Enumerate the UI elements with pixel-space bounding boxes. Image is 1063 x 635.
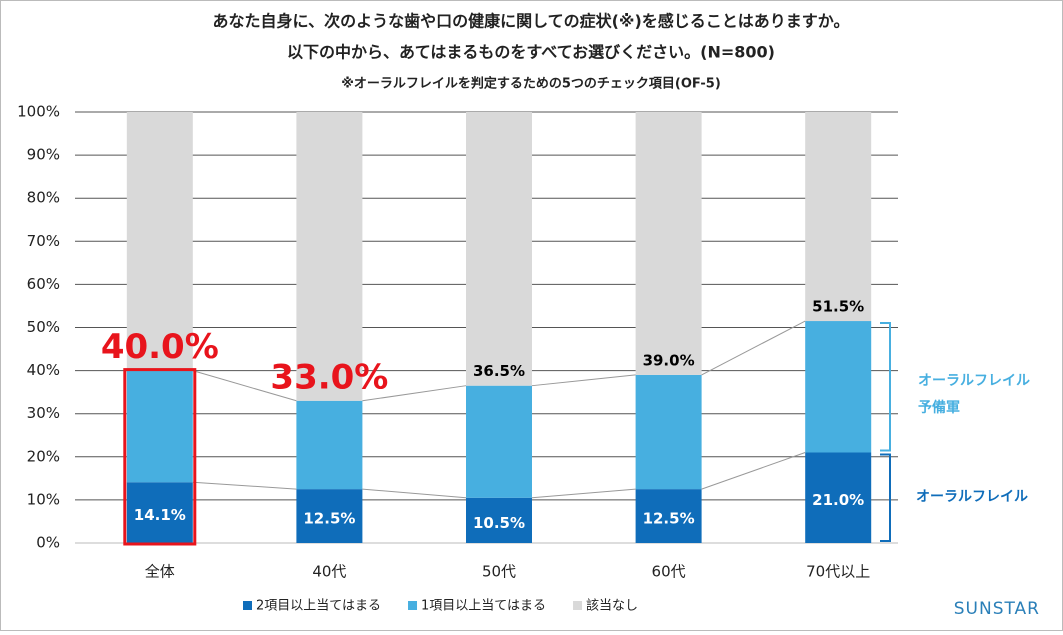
chart-title: あなた自身に、次のような歯や口の健康に関しての症状(※)を感じることはありますか… (213, 12, 850, 31)
bar-segment (805, 452, 872, 543)
bar-segment (296, 489, 363, 543)
bar-segment (805, 112, 872, 322)
connector (192, 481, 297, 490)
y-tick-label: 40% (27, 361, 60, 379)
bracket (880, 322, 891, 452)
connector (531, 374, 636, 387)
total-label: 40.0% (101, 327, 219, 367)
x-tick-label: 70代以上 (806, 563, 870, 581)
bar-segment (635, 374, 702, 490)
bar-segment (126, 112, 193, 371)
chart-subtitle: 以下の中から、あてはまるものをすべてお選びください。(N=800) (287, 43, 775, 62)
brand: SUNSTAR (954, 599, 1040, 619)
total-label: 33.0% (270, 357, 388, 397)
highlight-box (123, 368, 197, 546)
total-label: 51.5% (812, 298, 864, 316)
value-label: 14.1% (134, 506, 186, 524)
annotation-line: 予備軍 (918, 399, 960, 416)
connector (531, 488, 636, 499)
annotation: オーラルフレイル予備軍 (918, 373, 1030, 416)
value-label: 12.5% (303, 510, 355, 528)
bar-segment (635, 489, 702, 543)
legend-swatch (573, 601, 583, 610)
bar-segment (635, 112, 702, 375)
bar-segment (126, 370, 193, 483)
bar-segment (296, 400, 363, 490)
y-tick-label: 70% (27, 232, 60, 250)
legend-label: 2項目以上当てはまる (256, 599, 381, 614)
y-tick-label: 80% (27, 189, 60, 207)
bar-segment (805, 321, 872, 453)
connector (701, 452, 806, 490)
legend-swatch (408, 601, 418, 610)
value-label: 21.0% (812, 491, 864, 509)
value-label: 12.5% (643, 510, 695, 528)
total-label: 39.0% (643, 351, 695, 369)
bar-segment (296, 112, 363, 401)
x-tick-label: 全体 (145, 563, 175, 581)
x-tick-label: 60代 (652, 563, 686, 581)
annotation: オーラルフレイル (916, 489, 1028, 505)
annotation-line: オーラルフレイル (918, 373, 1030, 389)
legend-swatch (243, 601, 252, 610)
y-tick-label: 20% (27, 447, 60, 465)
y-tick-label: 10% (27, 490, 60, 508)
y-tick-label: 60% (27, 275, 60, 293)
y-tick-label: 30% (27, 404, 60, 422)
total-label: 36.5% (473, 362, 525, 380)
y-tick-label: 90% (27, 146, 60, 164)
bar-segment (126, 482, 193, 543)
bar-segment (466, 497, 532, 543)
legend-label: 該当なし (586, 598, 638, 614)
x-tick-label: 50代 (482, 563, 516, 581)
connector (701, 320, 806, 376)
y-tick-label: 50% (27, 318, 60, 336)
x-tick-label: 40代 (312, 563, 346, 581)
y-tick-label: 0% (36, 534, 60, 552)
y-tick-label: 100% (17, 103, 60, 121)
connector (362, 488, 467, 499)
bar-segment (466, 385, 532, 498)
legend-label: 1項目以上当てはまる (421, 599, 546, 614)
connector (192, 370, 297, 402)
value-label: 10.5% (473, 514, 525, 532)
chart-note: ※オーラルフレイルを判定するための5つのチェック項目(OF-5) (341, 76, 721, 92)
connector (362, 385, 467, 402)
bar-segment (466, 112, 532, 386)
bracket (880, 453, 891, 542)
